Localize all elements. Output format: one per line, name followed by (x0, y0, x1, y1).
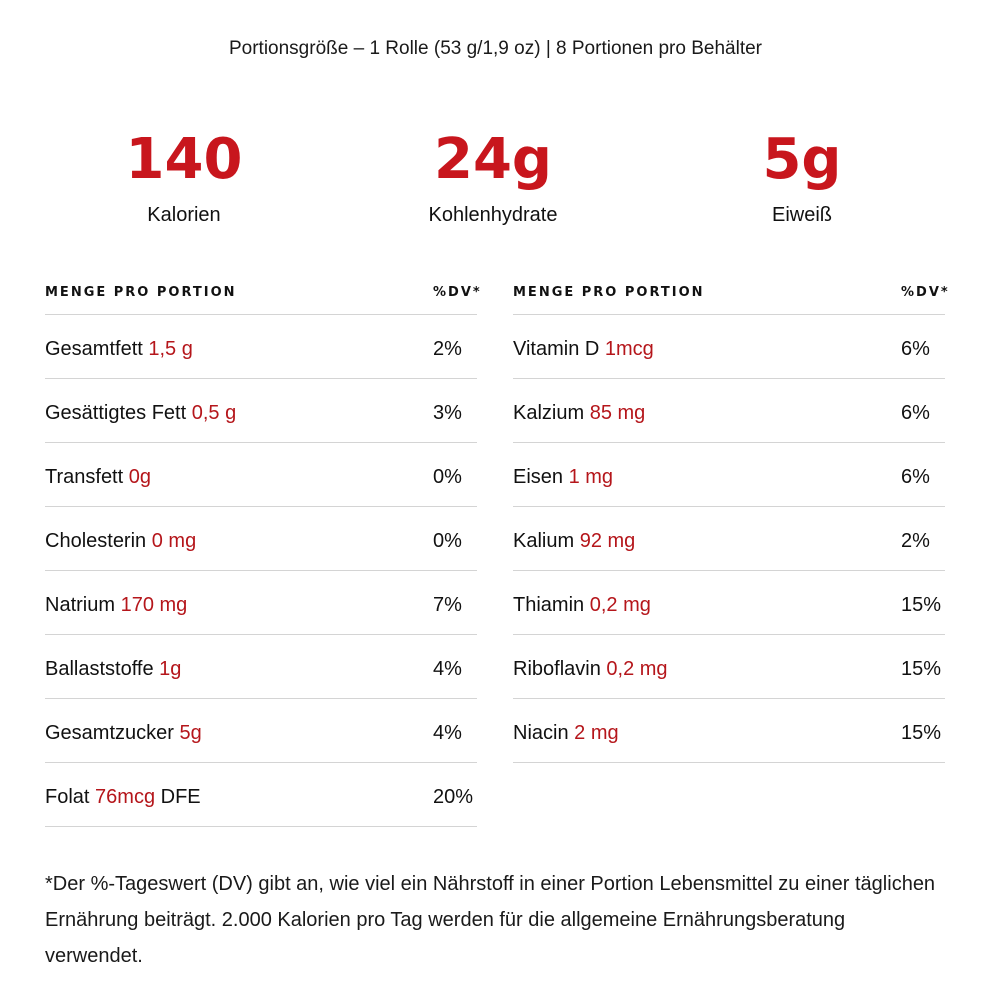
amount-per-serving-header: MENGE PRO PORTION (513, 285, 705, 300)
nutrient-name: Thiamin (513, 594, 585, 616)
nutrient-name: Gesamtfett (45, 338, 143, 360)
nutrient-cell: Transfett 0g (45, 463, 151, 491)
nutrient-amount: 170 mg (120, 594, 188, 616)
nutrient-daily-value: 2% (901, 530, 930, 552)
nutrient-cell: Kalium 92 mg (513, 527, 635, 555)
nutrient-daily-value: 6% (901, 338, 930, 360)
amount-per-serving-header: MENGE PRO PORTION (45, 285, 237, 300)
table-header: MENGE PRO PORTION %DV* (513, 280, 948, 315)
stat-value-carbohydrates: 24g (433, 127, 552, 192)
nutrient-cell: Gesättigtes Fett 0,5 g (45, 399, 236, 427)
table-body: Gesamtfett 1,5 g 2% Gesättigtes Fett 0,5 g… (45, 315, 477, 827)
nutrient-amount: 0,5 g (191, 402, 237, 424)
nutrient-row: Kalzium 85 mg 6% (513, 379, 945, 443)
nutrient-cell: Thiamin 0,2 mg (513, 591, 651, 619)
nutrient-daily-value: 3% (433, 402, 462, 424)
nutrient-daily-value: 6% (901, 402, 930, 424)
nutrient-cell: Natrium 170 mg (45, 591, 187, 619)
nutrient-row: Gesättigtes Fett 0,5 g 3% (45, 379, 477, 443)
nutrient-amount: 1mcg (604, 338, 654, 360)
nutrient-amount: 0,2 mg (589, 594, 651, 616)
nutrient-name: Gesamtzucker (45, 722, 174, 744)
serving-size-text: Portionsgröße – 1 Rolle (53 g/1,9 oz) | … (228, 38, 762, 59)
nutrient-cell: Gesamtzucker 5g (45, 719, 202, 747)
stat-value-calories: 140 (125, 127, 243, 192)
nutrient-row: Thiamin 0,2 mg 15% (513, 571, 945, 635)
nutrient-row: Natrium 170 mg 7% (45, 571, 477, 635)
nutrient-row: Kalium 92 mg 2% (513, 507, 945, 571)
nutrient-amount: 1 mg (568, 466, 614, 488)
nutrient-daily-value: 20% (433, 786, 474, 808)
nutrient-cell: Riboflavin 0,2 mg (513, 655, 668, 683)
nutrient-cell: Cholesterin 0 mg (45, 527, 196, 555)
nutrient-amount: 76mcg (95, 786, 156, 808)
nutrient-daily-value: 4% (433, 722, 462, 744)
nutrient-name: Kalzium (513, 402, 585, 424)
nutrient-cell: Folat 76mcg DFE (45, 783, 201, 811)
stat-label-protein: Eiweiß (771, 204, 832, 226)
nutrient-cell: Eisen 1 mg (513, 463, 613, 491)
nutrient-daily-value: 2% (433, 338, 462, 360)
nutrient-name: Riboflavin (513, 658, 601, 680)
nutrient-row: Transfett 0g 0% (45, 443, 477, 507)
nutrient-name: Niacin (513, 722, 569, 744)
daily-value-footnote: *Der %-Tageswert (DV) gibt an, wie viel … (45, 873, 936, 967)
nutrient-daily-value: 15% (901, 658, 942, 680)
nutrient-cell: Ballaststoffe 1g (45, 655, 181, 683)
nutrient-row: Vitamin D 1mcg 6% (513, 315, 945, 379)
stat-label-carbohydrates: Kohlenhydrate (428, 204, 558, 226)
table-header: MENGE PRO PORTION %DV* (45, 280, 480, 315)
daily-value-header: %DV* (433, 285, 482, 300)
nutrient-daily-value: 7% (433, 594, 462, 616)
nutrient-row: Folat 76mcg DFE 20% (45, 763, 477, 827)
nutrient-daily-value: 0% (433, 530, 462, 552)
nutrient-daily-value: 6% (901, 466, 930, 488)
stat-carbohydrates: 24g Kohlenhydrate (373, 128, 613, 228)
nutrient-row: Niacin 2 mg 15% (513, 699, 945, 763)
nutrient-row: Ballaststoffe 1g 4% (45, 635, 477, 699)
nutrition-table-left: MENGE PRO PORTION %DV* Gesamtfett 1,5 g 2… (45, 280, 480, 827)
nutrient-amount: 1,5 g (148, 338, 193, 360)
nutrient-daily-value: 15% (901, 722, 942, 744)
nutrient-name: Vitamin D (513, 338, 600, 360)
nutrient-name: Folat (45, 786, 90, 808)
nutrient-name: Kalium (513, 530, 575, 552)
nutrient-row: Gesamtzucker 5g 4% (45, 699, 477, 763)
stat-calories: 140 Kalorien (64, 128, 304, 228)
stat-label-calories: Kalorien (147, 204, 221, 226)
nutrient-cell: Vitamin D 1mcg (513, 335, 654, 363)
nutrient-amount: 92 mg (579, 530, 636, 552)
nutrient-name: Gesättigtes Fett (45, 402, 187, 424)
nutrient-amount: 0 mg (151, 530, 197, 552)
nutrient-daily-value: 4% (433, 658, 462, 680)
nutrient-amount: 2 mg (574, 722, 619, 744)
nutrient-row: Eisen 1 mg 6% (513, 443, 945, 507)
nutrient-cell: Gesamtfett 1,5 g (45, 335, 193, 363)
nutrient-row: Riboflavin 0,2 mg 15% (513, 635, 945, 699)
daily-value-header: %DV* (901, 285, 950, 300)
nutrient-amount: 5g (179, 722, 202, 744)
nutrient-daily-value: 0% (433, 466, 462, 488)
nutrient-name: Transfett (45, 466, 124, 488)
nutrient-name: Eisen (513, 466, 564, 488)
nutrient-row: Cholesterin 0 mg 0% (45, 507, 477, 571)
nutrient-amount: 1g (159, 658, 182, 680)
nutrient-name: Cholesterin (45, 530, 147, 552)
table-body: Vitamin D 1mcg 6% Kalzium 85 mg 6% Eisen 1 m… (513, 315, 945, 763)
nutrient-amount-suffix: DFE (160, 786, 201, 808)
nutrient-cell: Kalzium 85 mg (513, 399, 645, 427)
stat-protein: 5g Eiweiß (682, 128, 922, 228)
nutrient-amount: 85 mg (589, 402, 646, 424)
nutrient-row: Gesamtfett 1,5 g 2% (45, 315, 477, 379)
nutrient-cell: Niacin 2 mg (513, 719, 619, 747)
nutrient-amount: 0g (128, 466, 151, 488)
nutrient-name: Natrium (45, 594, 116, 616)
nutrient-daily-value: 15% (901, 594, 942, 616)
nutrient-amount: 0,2 mg (606, 658, 668, 680)
nutrition-table-right: MENGE PRO PORTION %DV* Vitamin D 1mcg 6% K… (513, 280, 948, 763)
nutrient-name: Ballaststoffe (45, 658, 154, 680)
stat-value-protein: 5g (762, 127, 842, 192)
